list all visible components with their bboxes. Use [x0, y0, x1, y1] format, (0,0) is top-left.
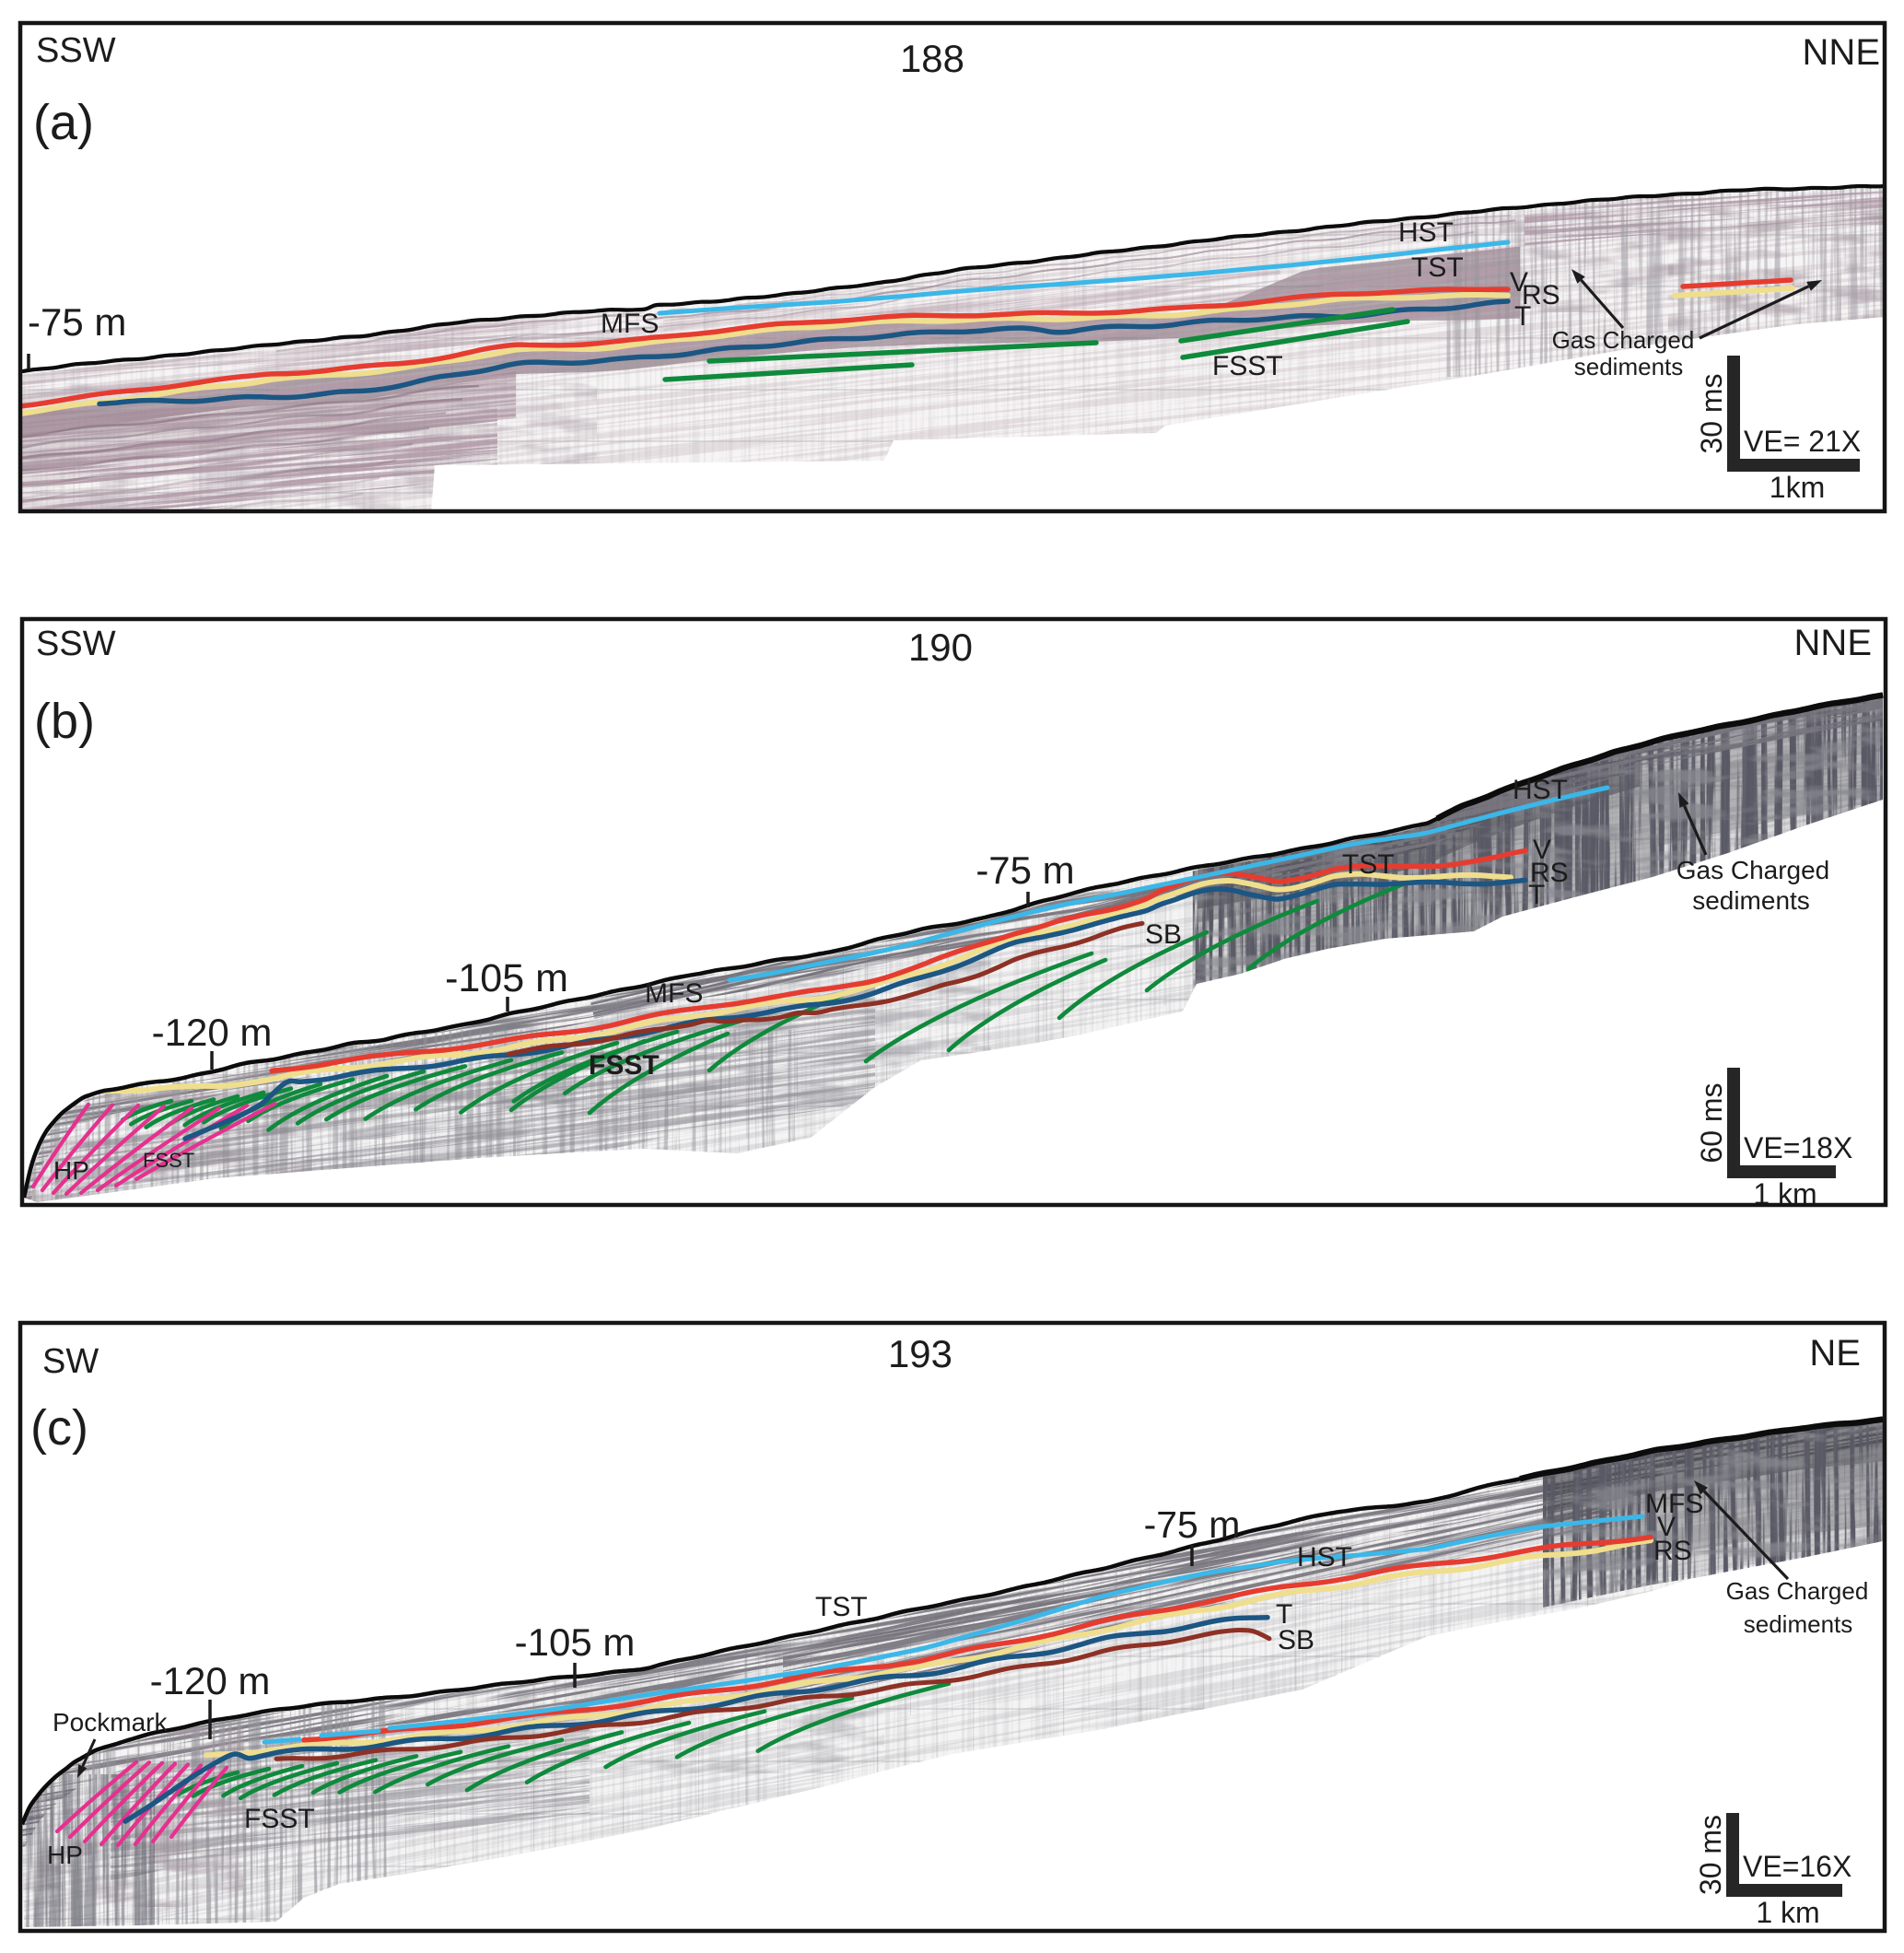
svg-text:-120 m: -120 m: [152, 1011, 273, 1054]
svg-text:HST: HST: [1297, 1542, 1352, 1573]
svg-text:RS: RS: [1653, 1536, 1692, 1566]
svg-text:(b): (b): [34, 694, 95, 749]
svg-text:HST: HST: [1398, 217, 1454, 248]
svg-text:sediments: sediments: [1574, 353, 1684, 380]
svg-text:HP: HP: [53, 1156, 89, 1185]
svg-text:SSW: SSW: [36, 625, 116, 663]
svg-text:-105 m: -105 m: [445, 956, 568, 1000]
svg-text:VE=18X: VE=18X: [1744, 1131, 1852, 1164]
svg-text:FSST: FSST: [244, 1804, 315, 1834]
svg-text:T: T: [1514, 301, 1531, 332]
svg-text:sediments: sediments: [1744, 1610, 1853, 1638]
svg-text:Pockmark: Pockmark: [53, 1708, 168, 1737]
svg-text:HST: HST: [1513, 775, 1568, 805]
svg-text:TST: TST: [1342, 849, 1395, 880]
svg-text:NE: NE: [1809, 1333, 1861, 1374]
svg-text:FSST: FSST: [1212, 351, 1283, 381]
svg-text:MFS: MFS: [601, 309, 659, 339]
svg-text:FSST: FSST: [143, 1149, 194, 1172]
svg-text:VE=16X: VE=16X: [1743, 1850, 1851, 1883]
svg-text:Gas Charged: Gas Charged: [1676, 856, 1830, 884]
svg-text:SB: SB: [1145, 919, 1182, 950]
svg-text:190: 190: [908, 626, 973, 669]
svg-text:-75 m: -75 m: [28, 300, 126, 344]
svg-text:FSST: FSST: [589, 1050, 660, 1081]
svg-text:TST: TST: [1411, 252, 1464, 283]
svg-text:TST: TST: [815, 1592, 868, 1622]
svg-text:sediments: sediments: [1692, 886, 1810, 915]
svg-text:SB: SB: [1278, 1625, 1314, 1655]
svg-text:Gas Charged: Gas Charged: [1726, 1577, 1869, 1605]
svg-text:SW: SW: [42, 1342, 99, 1381]
svg-text:T: T: [1528, 880, 1545, 910]
svg-text:V: V: [1657, 1512, 1676, 1542]
svg-text:VE= 21X: VE= 21X: [1744, 425, 1861, 458]
svg-text:(c): (c): [30, 1400, 88, 1456]
svg-text:MFS: MFS: [1645, 1489, 1703, 1519]
svg-text:HP: HP: [47, 1841, 83, 1869]
svg-text:1km: 1km: [1770, 471, 1825, 504]
svg-text:NNE: NNE: [1794, 623, 1872, 663]
svg-text:-75 m: -75 m: [1144, 1503, 1241, 1546]
svg-text:30 ms: 30 ms: [1695, 373, 1728, 453]
svg-text:RS: RS: [1522, 280, 1560, 310]
svg-text:-120 m: -120 m: [150, 1659, 271, 1702]
svg-text:30 ms: 30 ms: [1694, 1815, 1727, 1895]
svg-text:MFS: MFS: [645, 978, 703, 1009]
svg-text:T: T: [1276, 1599, 1292, 1630]
svg-text:NNE: NNE: [1803, 32, 1880, 73]
svg-text:SSW: SSW: [36, 31, 116, 70]
svg-text:60 ms: 60 ms: [1695, 1082, 1728, 1163]
svg-text:-75 m: -75 m: [975, 848, 1074, 892]
svg-text:188: 188: [900, 37, 964, 80]
svg-text:-105 m: -105 m: [515, 1620, 636, 1664]
svg-text:193: 193: [888, 1332, 952, 1375]
svg-text:Gas Charged: Gas Charged: [1552, 326, 1695, 354]
svg-text:(a): (a): [33, 95, 94, 150]
svg-text:V: V: [1533, 835, 1551, 865]
svg-text:1 km: 1 km: [1756, 1896, 1819, 1929]
svg-text:V: V: [1510, 267, 1528, 298]
svg-text:RS: RS: [1530, 858, 1569, 888]
